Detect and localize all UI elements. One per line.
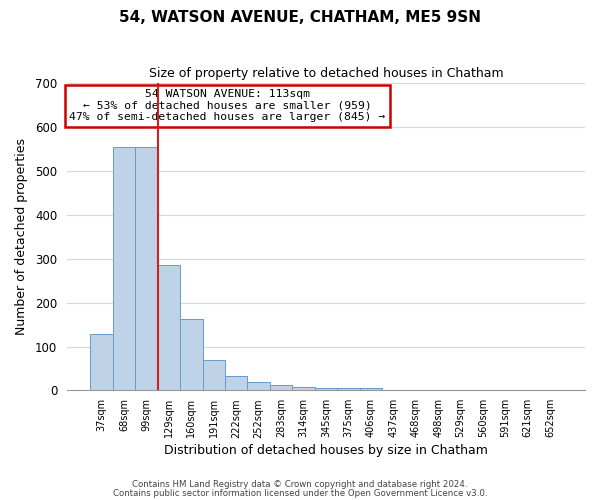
Bar xyxy=(337,388,359,390)
Bar xyxy=(359,388,382,390)
Title: Size of property relative to detached houses in Chatham: Size of property relative to detached ho… xyxy=(149,68,503,80)
Bar xyxy=(292,387,315,390)
Bar xyxy=(315,388,337,390)
Bar xyxy=(180,319,203,390)
Text: Contains HM Land Registry data © Crown copyright and database right 2024.: Contains HM Land Registry data © Crown c… xyxy=(132,480,468,489)
Bar xyxy=(113,146,136,390)
Y-axis label: Number of detached properties: Number of detached properties xyxy=(15,138,28,335)
Text: Contains public sector information licensed under the Open Government Licence v3: Contains public sector information licen… xyxy=(113,489,487,498)
Text: 54, WATSON AVENUE, CHATHAM, ME5 9SN: 54, WATSON AVENUE, CHATHAM, ME5 9SN xyxy=(119,10,481,25)
Bar xyxy=(91,334,113,390)
Bar xyxy=(225,376,247,390)
Bar xyxy=(247,382,270,390)
Bar xyxy=(158,266,180,390)
Bar xyxy=(203,360,225,390)
Bar xyxy=(270,384,292,390)
Bar xyxy=(136,146,158,390)
X-axis label: Distribution of detached houses by size in Chatham: Distribution of detached houses by size … xyxy=(164,444,488,458)
Text: 54 WATSON AVENUE: 113sqm
← 53% of detached houses are smaller (959)
47% of semi-: 54 WATSON AVENUE: 113sqm ← 53% of detach… xyxy=(70,89,386,122)
